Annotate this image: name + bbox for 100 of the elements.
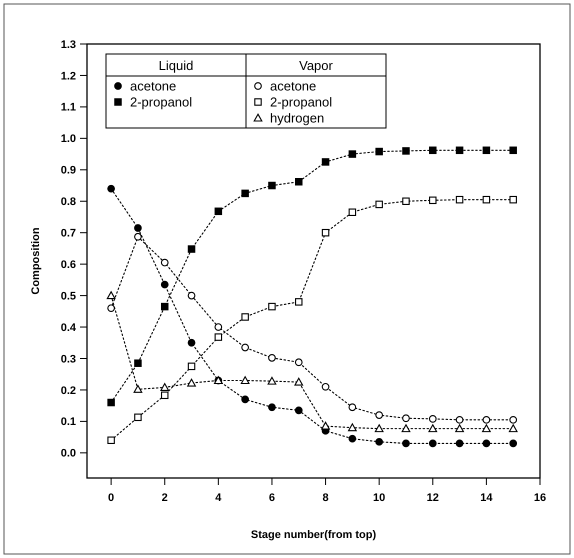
point	[456, 440, 464, 448]
point	[188, 245, 196, 253]
point	[214, 208, 222, 216]
y-tick-label: 0.3	[60, 353, 76, 366]
point	[348, 403, 356, 412]
x-axis-title: Stage number(from top)	[250, 529, 376, 541]
point	[322, 228, 330, 236]
point	[106, 291, 116, 300]
point	[402, 424, 410, 432]
y-tick-label: 0.7	[60, 228, 76, 240]
point	[107, 304, 115, 312]
point	[160, 392, 168, 400]
point	[428, 440, 437, 448]
point	[428, 415, 437, 423]
annotation: Liquid	[158, 58, 194, 73]
x-tick-label: 4	[215, 492, 222, 504]
point	[188, 338, 196, 347]
point	[482, 196, 490, 204]
point	[241, 396, 249, 404]
point	[107, 436, 115, 444]
y-tick-label: 0.5	[60, 290, 76, 302]
x-tick-label: 10	[373, 492, 386, 504]
point	[268, 403, 276, 412]
point	[429, 146, 437, 154]
point	[241, 344, 249, 352]
point	[321, 422, 330, 430]
point	[482, 440, 490, 448]
point	[322, 158, 330, 166]
point	[456, 196, 464, 204]
point	[348, 434, 356, 443]
point	[322, 382, 330, 391]
point	[375, 148, 383, 156]
legend-label: 2-propanol	[130, 94, 192, 110]
point	[134, 232, 142, 241]
point	[268, 182, 276, 190]
point	[509, 440, 518, 448]
legend-label: acetone	[130, 78, 176, 94]
x-tick-label: 6	[268, 492, 276, 504]
y-axis-title: Composition	[30, 227, 42, 295]
point	[188, 362, 196, 370]
y-tick-label: 0.9	[60, 164, 76, 177]
point	[402, 440, 410, 448]
annotation: Vapor	[299, 58, 334, 73]
point	[294, 406, 303, 414]
point	[294, 378, 304, 386]
x-tick-label: 12	[426, 492, 439, 504]
x-tick-label: 16	[534, 492, 546, 504]
point	[294, 358, 303, 366]
point	[428, 424, 438, 432]
point	[456, 416, 464, 424]
point	[456, 146, 464, 154]
point	[348, 208, 356, 216]
legend-label: hydrogen	[270, 110, 324, 126]
point	[160, 258, 169, 266]
point	[375, 438, 384, 446]
x-tick-label: 14	[480, 492, 494, 504]
point	[134, 359, 142, 367]
point	[214, 333, 222, 341]
point	[241, 313, 249, 321]
point	[107, 398, 115, 406]
point	[402, 414, 410, 422]
y-tick-label: 1.2	[60, 70, 76, 82]
point	[509, 146, 517, 154]
y-tick-label: 1.3	[60, 38, 76, 51]
point	[268, 302, 276, 310]
point	[348, 423, 357, 432]
point	[160, 302, 168, 310]
point	[508, 424, 518, 432]
point	[107, 184, 115, 193]
point	[240, 376, 250, 384]
point	[374, 424, 384, 432]
point	[268, 354, 276, 362]
legend-label: 2-propanol	[270, 94, 332, 110]
point	[214, 323, 222, 331]
point	[348, 150, 356, 158]
y-tick-label: 1.0	[60, 133, 76, 146]
point	[134, 384, 142, 393]
x-tick-label: 2	[162, 492, 168, 504]
point	[482, 416, 490, 424]
y-tick-label: 0.2	[60, 384, 76, 397]
y-tick-label: 1.1	[60, 102, 76, 114]
y-tick-label: 0.4	[60, 322, 77, 334]
point	[295, 178, 303, 186]
point	[375, 411, 384, 419]
y-tick-label: 0.6	[60, 258, 76, 271]
point	[482, 146, 490, 154]
point	[509, 416, 518, 424]
point	[160, 383, 170, 391]
x-tick-label: 8	[322, 492, 329, 504]
point	[188, 292, 196, 300]
y-tick-label: 0.1	[60, 416, 76, 428]
point	[268, 376, 276, 385]
point	[295, 298, 303, 306]
point	[160, 280, 169, 288]
y-tick-label: 0.8	[60, 196, 76, 208]
point	[402, 147, 410, 155]
point	[455, 424, 464, 432]
point	[134, 414, 142, 422]
x-tick-label: 0	[108, 492, 114, 504]
point	[402, 197, 410, 205]
